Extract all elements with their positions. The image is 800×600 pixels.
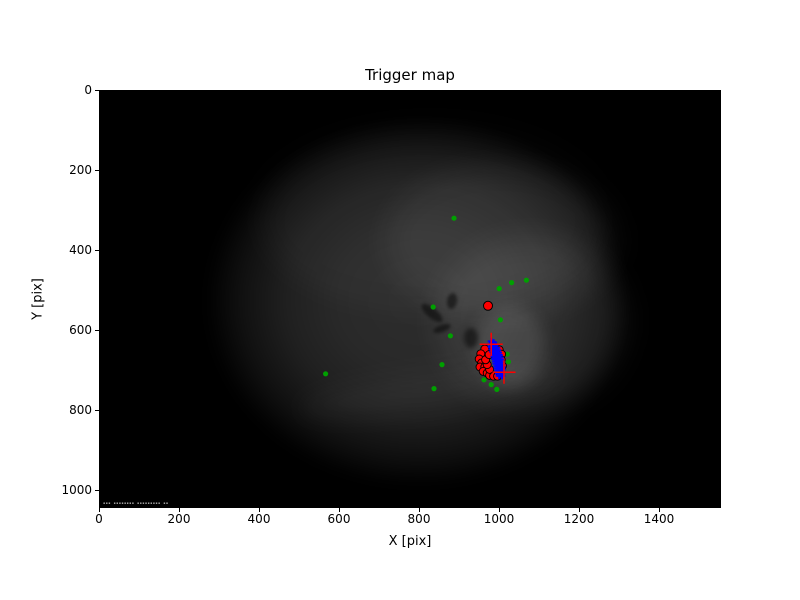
y-tick-label: 1000: [61, 483, 92, 497]
x-tick-mark: [499, 508, 500, 512]
y-tick-mark: [95, 490, 99, 491]
y-tick-label: 200: [69, 163, 92, 177]
plot-area: ▪▪▪ ▪▪▪▪▪▪▪▪ ▪▪▪▪▪▪▪▪▪ ▪▪: [99, 90, 721, 508]
marker-red-crosshairs: [479, 332, 503, 356]
x-tick-label: 200: [167, 512, 191, 526]
marker-green-dots: [494, 386, 500, 392]
marker-green-dots: [505, 359, 511, 365]
x-tick-label: 600: [327, 512, 351, 526]
y-tick-mark: [95, 410, 99, 411]
fisheye-field-of-view: [206, 116, 631, 486]
x-tick-label: 0: [95, 512, 103, 526]
x-tick-mark: [179, 508, 180, 512]
marker-green-dots: [523, 277, 529, 283]
y-axis-label: Y [pix]: [30, 278, 46, 320]
marker-green-dots: [481, 377, 487, 383]
marker-green-dots: [509, 280, 515, 286]
image-timestamp-overlay: ▪▪▪ ▪▪▪▪▪▪▪▪ ▪▪▪▪▪▪▪▪▪ ▪▪: [103, 500, 169, 505]
y-tick-label: 600: [69, 323, 92, 337]
y-tick-mark: [95, 330, 99, 331]
y-tick-label: 800: [69, 403, 92, 417]
y-tick-mark: [95, 90, 99, 91]
x-axis-label: X [pix]: [388, 534, 432, 549]
scatter-layer: [323, 215, 529, 392]
x-tick-mark: [339, 508, 340, 512]
marker-red-dot-isolated: [483, 300, 493, 311]
marker-green-dots: [439, 362, 445, 368]
marker-green-dots: [430, 304, 436, 310]
series-green-dots: [323, 215, 529, 392]
y-tick-label: 400: [69, 243, 92, 257]
x-tick-label: 1000: [483, 512, 515, 526]
x-tick-label: 800: [407, 512, 431, 526]
dark-silhouette: [464, 328, 478, 348]
y-tick-label: 0: [84, 83, 92, 97]
series-red-dot-isolated: [483, 300, 493, 311]
marker-green-dots: [431, 386, 437, 392]
cloud-patch: [435, 236, 625, 406]
x-tick-mark: [259, 508, 260, 512]
marker-red-crosshairs: [492, 360, 516, 384]
y-tick-mark: [95, 250, 99, 251]
x-tick-label: 400: [247, 512, 271, 526]
x-tick-mark: [99, 508, 100, 512]
marker-green-dots: [447, 333, 453, 339]
marker-green-dots: [323, 371, 329, 377]
marker-green-dots: [488, 382, 494, 388]
marker-green-dots: [497, 317, 503, 323]
x-tick-mark: [659, 508, 660, 512]
chart-title: Trigger map: [365, 66, 455, 84]
x-tick-label: 1200: [563, 512, 595, 526]
marker-green-dots: [496, 286, 502, 292]
marker-green-dots: [451, 215, 457, 221]
series-red-crosshairs: [479, 332, 516, 384]
y-tick-mark: [95, 170, 99, 171]
x-tick-mark: [419, 508, 420, 512]
x-tick-mark: [579, 508, 580, 512]
marker-green-dots: [504, 351, 510, 357]
x-tick-label: 1400: [643, 512, 675, 526]
